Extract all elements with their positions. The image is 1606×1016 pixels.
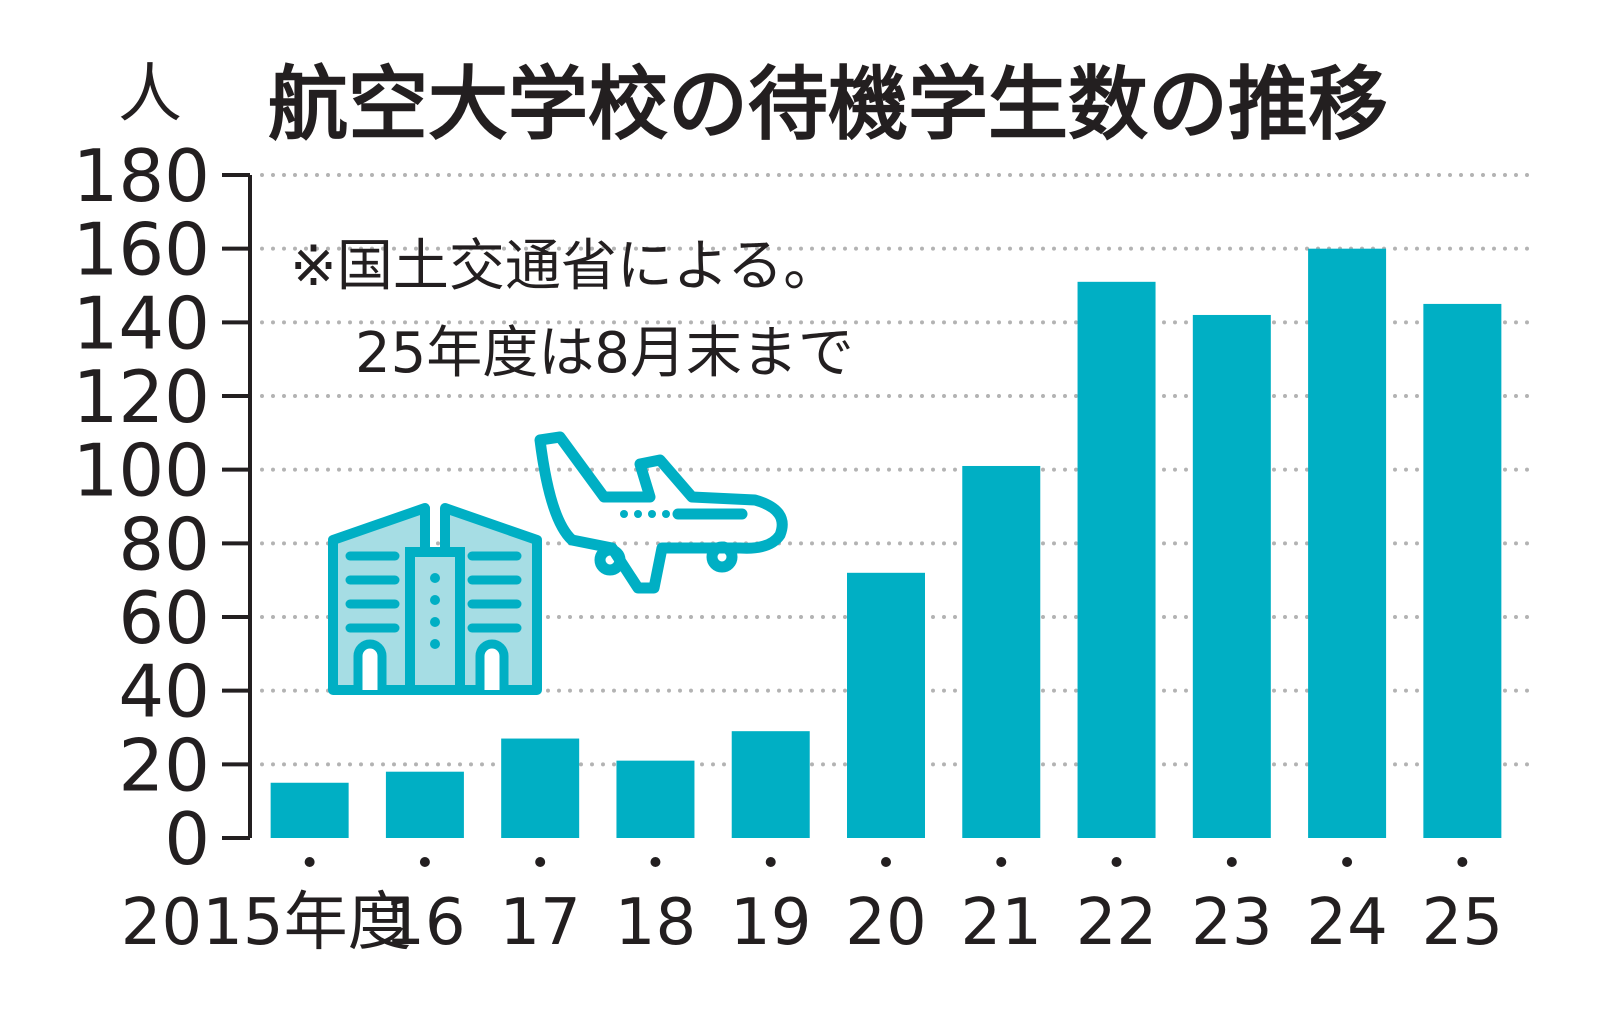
bar (385, 771, 464, 838)
y-tick-label: 60 (118, 576, 210, 660)
bar (616, 760, 695, 838)
bar (501, 738, 580, 838)
x-tick-dot (650, 857, 661, 867)
x-tick-dot (1457, 857, 1468, 867)
x-tick-label: 25 (1422, 886, 1503, 960)
x-tick-dot (1342, 857, 1353, 867)
y-tick-label: 140 (73, 281, 210, 365)
x-tick-label: 18 (615, 886, 696, 960)
x-tick-label: 2015年度 (121, 886, 412, 960)
bar (270, 782, 349, 838)
y-tick-label: 40 (118, 650, 210, 734)
x-tick-label: 24 (1306, 886, 1387, 960)
chart-title: 航空大学校の待機学生数の推移 (268, 58, 1388, 151)
x-tick-dot (535, 857, 546, 867)
y-tick-label: 0 (164, 797, 210, 881)
x-tick-dot (1226, 857, 1237, 867)
airplane-icon (534, 431, 788, 594)
y-tick-label: 160 (73, 208, 210, 292)
x-tick-label: 19 (730, 886, 811, 960)
x-tick-label: 22 (1076, 886, 1157, 960)
bar (1308, 248, 1387, 838)
x-tick-label: 20 (845, 886, 926, 960)
y-tick-label: 20 (118, 723, 210, 807)
bar (1077, 281, 1156, 839)
y-tick-label: 80 (118, 502, 210, 586)
x-tick-dot (765, 857, 776, 867)
x-tick-label: 21 (961, 886, 1042, 960)
bar (1423, 303, 1502, 839)
note-line-2: 25年度は8月末まで (355, 321, 854, 386)
note-line-1: ※国土交通省による。 (290, 234, 839, 299)
x-tick-dot (1111, 857, 1122, 867)
y-tick-label: 180 (73, 134, 210, 218)
bar (1192, 314, 1271, 838)
bar (731, 731, 810, 838)
x-tick-dot (304, 857, 315, 867)
y-tick-label: 120 (73, 355, 210, 439)
bars (270, 248, 1502, 839)
building-icon (328, 503, 542, 695)
x-tick-label: 17 (499, 886, 580, 960)
y-tick-label: 100 (73, 429, 210, 513)
x-tick-label: 16 (384, 886, 465, 960)
bar (962, 465, 1041, 838)
bar (847, 572, 925, 838)
y-axis-unit: 人 (118, 58, 182, 132)
x-tick-dot (419, 857, 430, 867)
x-tick-dot (881, 857, 891, 867)
x-tick-dot (996, 857, 1007, 867)
x-tick-label: 23 (1191, 886, 1272, 960)
source-note: ※国土交通省による。 25年度は8月末まで (290, 234, 854, 386)
airplane-windows (620, 510, 670, 518)
